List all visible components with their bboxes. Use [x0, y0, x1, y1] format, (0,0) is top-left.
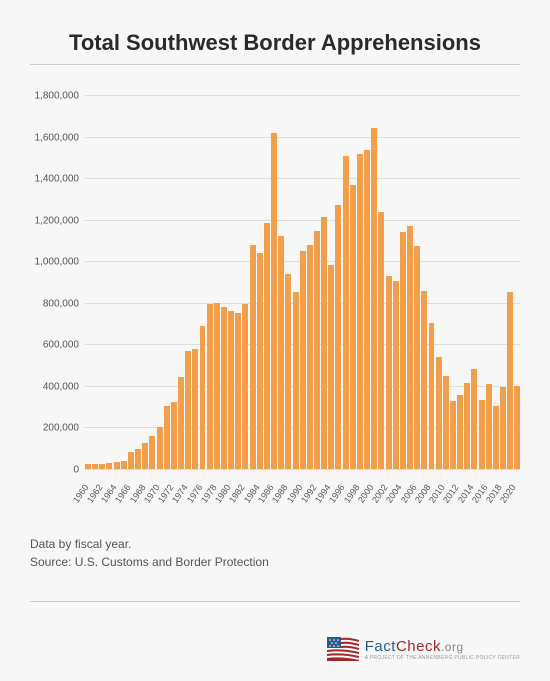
note-line2: Source: U.S. Customs and Border Protecti… — [30, 553, 520, 571]
logo-sub: A PROJECT OF THE ANNENBERG PUBLIC POLICY… — [365, 655, 520, 661]
bar — [514, 386, 520, 469]
bar — [278, 236, 284, 469]
bar — [242, 304, 248, 469]
bar — [192, 349, 198, 470]
bar — [200, 326, 206, 469]
bar — [157, 427, 163, 469]
factcheck-logo: FactCheck.org A PROJECT OF THE ANNENBERG… — [327, 637, 520, 661]
logo-fact: Fact — [365, 638, 396, 655]
bar — [135, 449, 141, 469]
plot-area: 0200,000400,000600,000800,0001,000,0001,… — [85, 95, 520, 470]
bar — [364, 150, 370, 469]
bar — [285, 274, 291, 469]
bar — [92, 464, 98, 469]
bar — [471, 369, 477, 469]
y-tick-label: 0 — [73, 465, 85, 476]
bar — [228, 311, 234, 469]
bar — [106, 463, 112, 469]
bar — [328, 265, 334, 469]
bar — [414, 246, 420, 469]
bar — [350, 185, 356, 469]
chart: 0200,000400,000600,000800,0001,000,0001,… — [85, 95, 520, 495]
bar — [378, 212, 384, 469]
bar — [343, 156, 349, 469]
y-tick-label: 400,000 — [43, 381, 85, 392]
bar — [235, 313, 241, 469]
logo-check: Check — [396, 638, 441, 655]
bar — [171, 402, 177, 469]
bar — [164, 406, 170, 469]
divider-top — [30, 64, 520, 65]
bar — [142, 443, 148, 469]
bar — [386, 276, 392, 469]
bar — [393, 281, 399, 469]
y-tick-label: 1,200,000 — [35, 215, 86, 226]
chart-title: Total Southwest Border Apprehensions — [30, 30, 520, 56]
grid-line: 0 — [85, 469, 520, 470]
logo-text: FactCheck.org A PROJECT OF THE ANNENBERG… — [365, 638, 520, 661]
logo-main: FactCheck.org — [365, 638, 520, 655]
logo-org: .org — [441, 640, 464, 654]
bar — [300, 251, 306, 469]
bar — [99, 464, 105, 469]
bar — [250, 245, 256, 469]
bar — [264, 223, 270, 469]
bar — [436, 357, 442, 469]
bar — [479, 400, 485, 469]
bar — [357, 154, 363, 469]
bar — [207, 304, 213, 469]
bar — [121, 461, 127, 469]
bar — [221, 307, 227, 469]
bar — [457, 395, 463, 469]
bar — [450, 401, 456, 469]
bar — [85, 464, 91, 469]
bar — [307, 245, 313, 469]
bar — [407, 226, 413, 469]
divider-bottom — [30, 601, 520, 602]
bar — [443, 376, 449, 469]
bar — [293, 292, 299, 469]
y-tick-label: 800,000 — [43, 298, 85, 309]
chart-notes: Data by fiscal year. Source: U.S. Custom… — [30, 535, 520, 571]
bar — [149, 436, 155, 469]
bar — [314, 231, 320, 469]
y-tick-label: 200,000 — [43, 423, 85, 434]
y-tick-label: 600,000 — [43, 340, 85, 351]
bar — [371, 128, 377, 469]
bar — [486, 384, 492, 469]
y-tick-label: 1,600,000 — [35, 132, 86, 143]
y-tick-label: 1,800,000 — [35, 91, 86, 102]
bar — [257, 253, 263, 469]
bar — [500, 387, 506, 469]
bar — [507, 292, 513, 469]
bar — [214, 303, 220, 469]
bar — [493, 406, 499, 469]
y-tick-label: 1,400,000 — [35, 174, 86, 185]
flag-icon — [327, 637, 359, 661]
bar — [429, 323, 435, 469]
bar — [321, 217, 327, 469]
bars-container — [85, 95, 520, 469]
bar — [400, 232, 406, 469]
y-tick-label: 1,000,000 — [35, 257, 86, 268]
note-line1: Data by fiscal year. — [30, 535, 520, 553]
bar — [464, 383, 470, 469]
bar — [185, 351, 191, 469]
bar — [271, 133, 277, 469]
bar — [128, 452, 134, 469]
bar — [178, 377, 184, 469]
bar — [421, 291, 427, 469]
x-axis-labels: 1960196219641966196819701972197419761978… — [85, 495, 520, 535]
bar — [335, 205, 341, 469]
bar — [114, 462, 120, 469]
